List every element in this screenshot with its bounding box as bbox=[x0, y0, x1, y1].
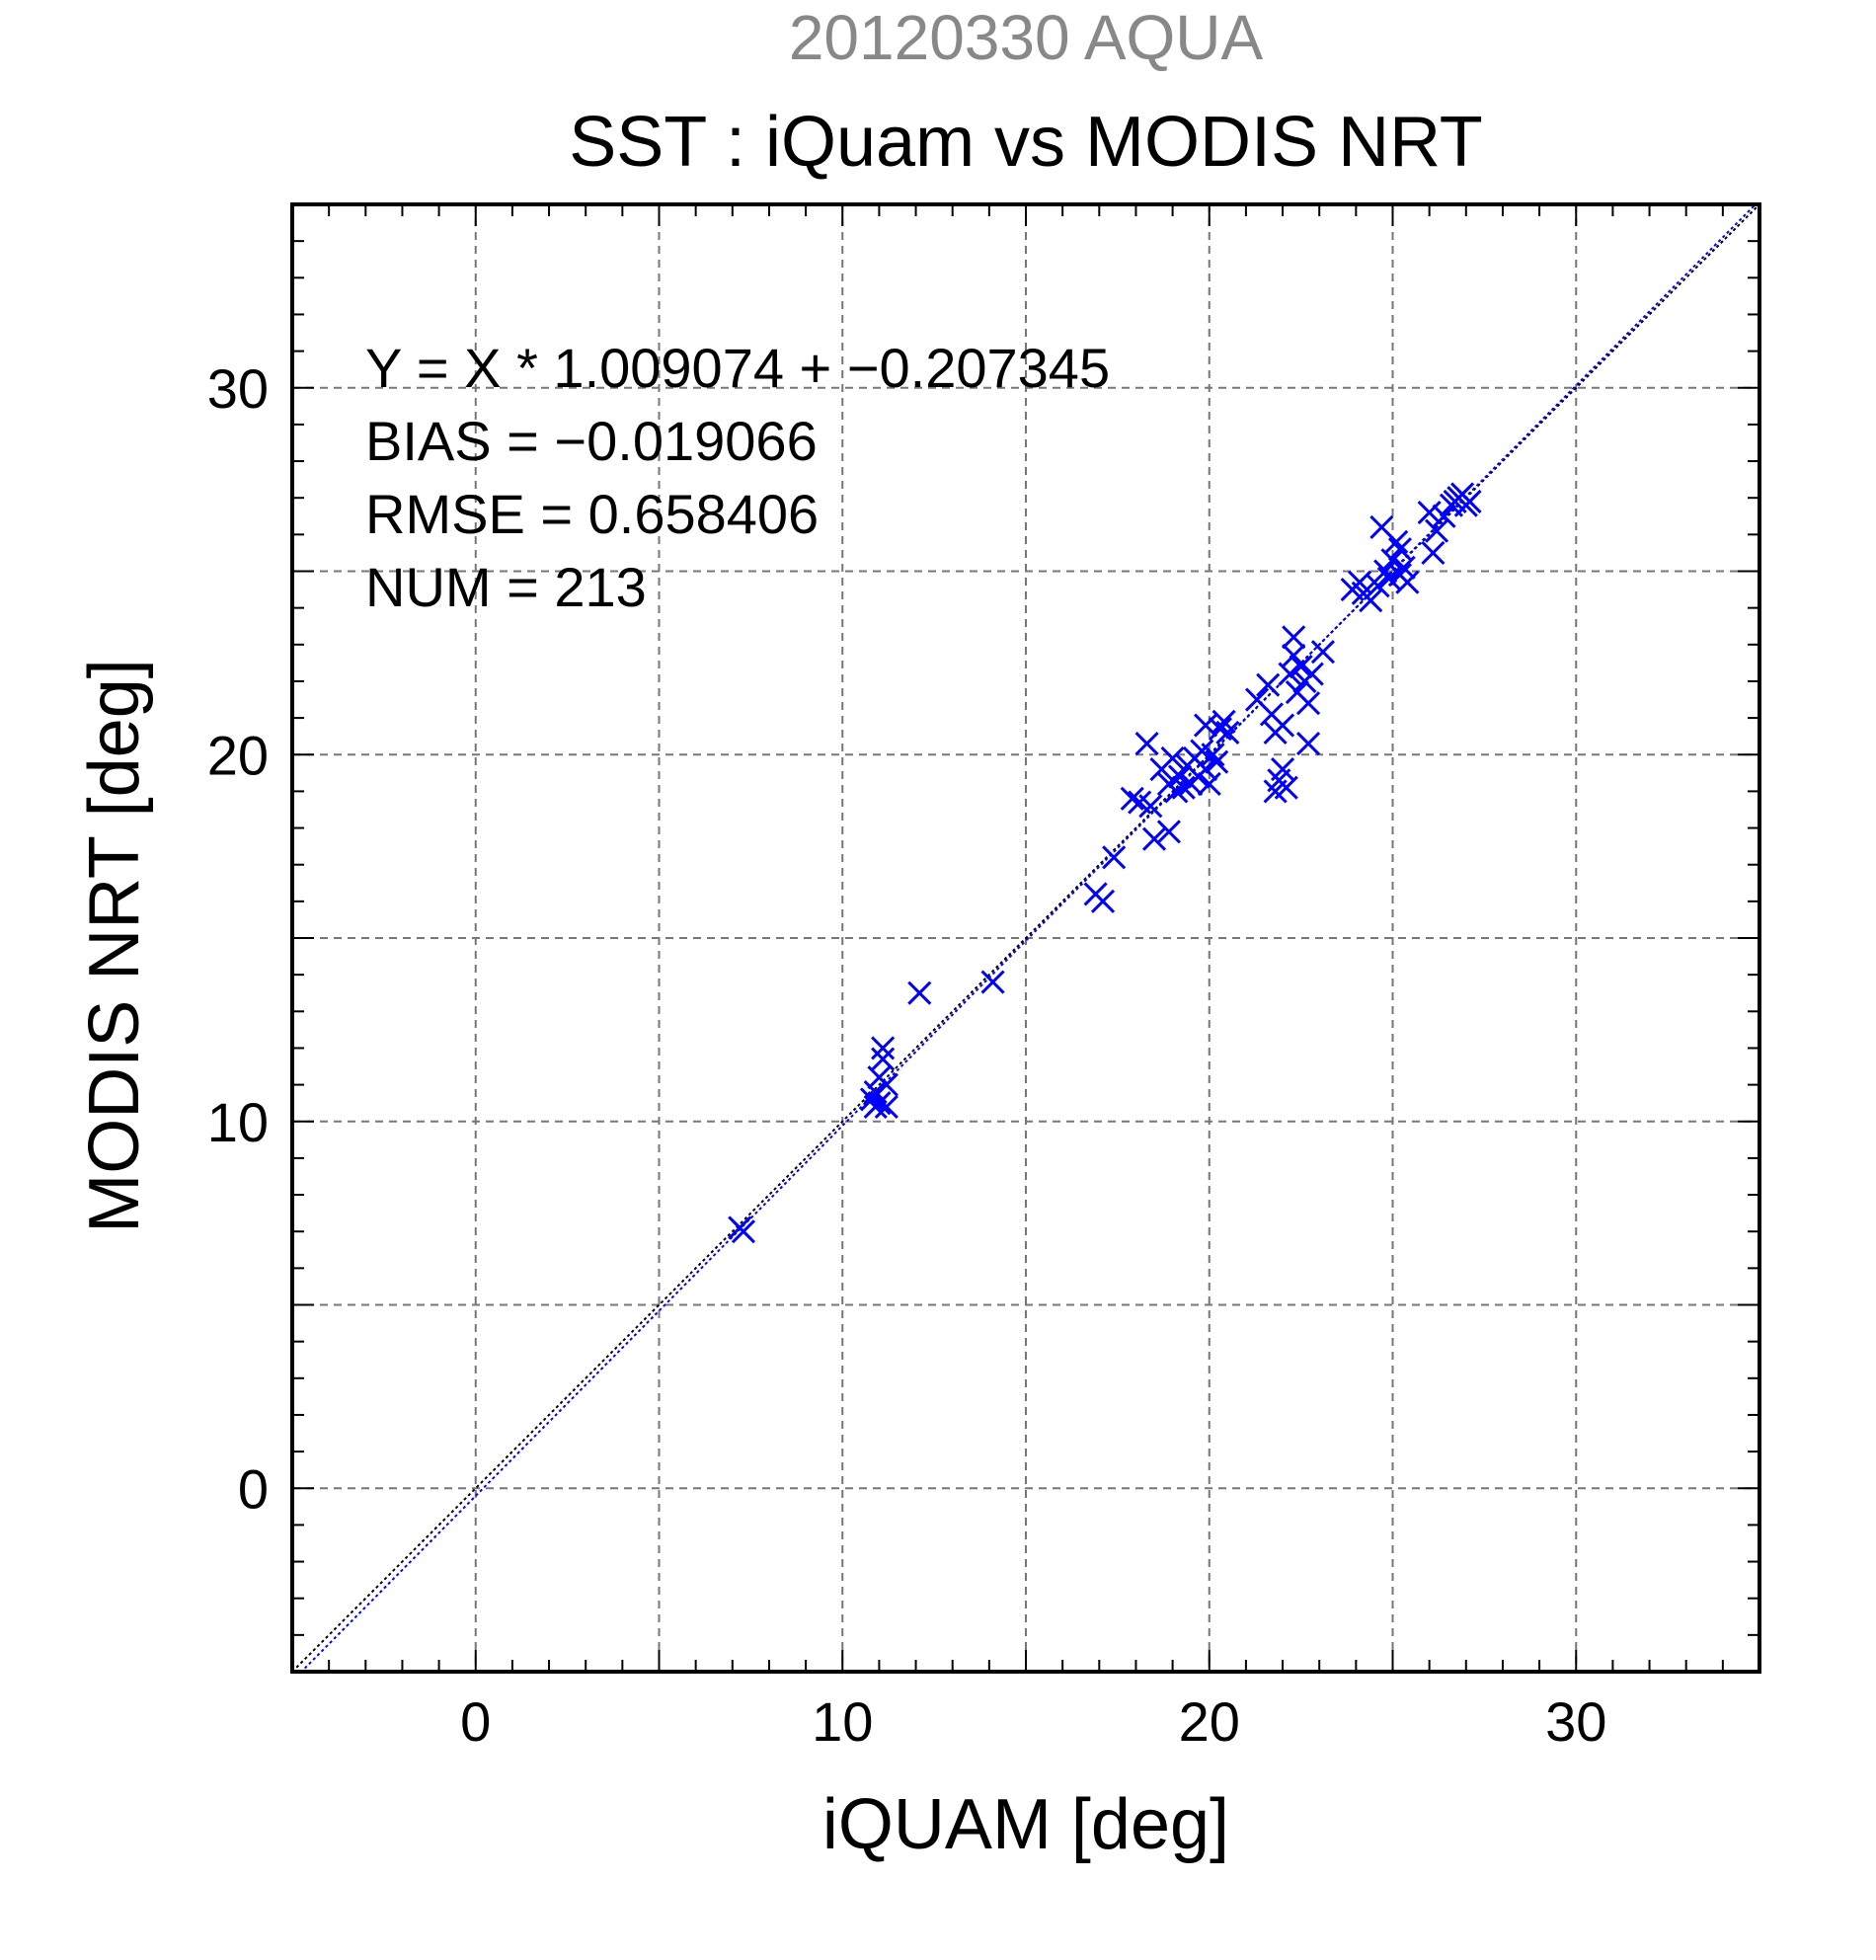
one-to-one-line bbox=[292, 204, 1759, 1672]
x-tick-labels: 0 10 20 30 bbox=[460, 1690, 1606, 1753]
x-tick-label: 10 bbox=[812, 1690, 873, 1753]
x-axis-label: iQUAM [deg] bbox=[822, 1785, 1229, 1864]
data-point bbox=[1138, 794, 1163, 819]
x-tick-label: 30 bbox=[1545, 1690, 1606, 1753]
data-point bbox=[980, 970, 1005, 994]
y-axis-label: MODIS NRT [deg] bbox=[75, 659, 154, 1233]
data-point bbox=[1160, 745, 1185, 771]
data-point bbox=[1395, 570, 1420, 594]
data-point bbox=[1270, 713, 1295, 738]
data-point bbox=[1171, 775, 1196, 800]
data-point bbox=[1289, 655, 1313, 679]
data-point bbox=[907, 980, 932, 1005]
x-tick-label: 0 bbox=[460, 1690, 491, 1753]
data-point bbox=[1156, 820, 1181, 844]
fit-equation: Y = X * 1.009074 + −0.207345 bbox=[365, 337, 1110, 399]
data-point bbox=[1134, 732, 1159, 756]
chart-title: SST : iQuam vs MODIS NRT bbox=[569, 103, 1483, 182]
data-point bbox=[1384, 529, 1409, 554]
data-point bbox=[1417, 500, 1442, 525]
plot-frame bbox=[290, 202, 1761, 1674]
data-point bbox=[1282, 643, 1306, 668]
reference-lines bbox=[292, 204, 1759, 1672]
data-point bbox=[1282, 625, 1306, 650]
data-point bbox=[1391, 555, 1416, 580]
data-point bbox=[1193, 713, 1218, 738]
data-point bbox=[1201, 743, 1225, 767]
data-points bbox=[728, 482, 1482, 1244]
data-point bbox=[1274, 775, 1298, 800]
data-point bbox=[1310, 640, 1335, 665]
data-point bbox=[1421, 540, 1446, 565]
y-tick-label: 30 bbox=[207, 357, 269, 420]
data-point bbox=[1090, 889, 1116, 913]
data-point bbox=[1120, 786, 1144, 811]
data-point bbox=[1197, 771, 1221, 797]
data-point bbox=[1141, 826, 1167, 851]
data-point bbox=[1215, 720, 1240, 745]
data-point bbox=[871, 1047, 896, 1071]
data-point bbox=[731, 1219, 756, 1244]
y-tick-label: 20 bbox=[207, 724, 269, 786]
data-point bbox=[1366, 574, 1390, 598]
statistics-annotations: Y = X * 1.009074 + −0.207345 BIAS = −0.0… bbox=[365, 337, 1110, 618]
data-point bbox=[1373, 559, 1398, 584]
y-tick-label: 10 bbox=[207, 1091, 269, 1153]
data-point bbox=[1425, 518, 1449, 543]
data-point bbox=[874, 1072, 899, 1097]
data-point bbox=[1387, 537, 1412, 562]
num-value: NUM = 213 bbox=[365, 556, 647, 618]
data-point bbox=[1208, 717, 1232, 742]
data-point bbox=[1380, 548, 1405, 573]
data-point bbox=[1270, 757, 1295, 782]
y-tick-label: 0 bbox=[238, 1457, 269, 1520]
data-point bbox=[1205, 749, 1229, 774]
chart-supertitle: 20120330 AQUA bbox=[789, 2, 1264, 73]
data-point bbox=[1164, 779, 1189, 804]
bias-value: BIAS = −0.019066 bbox=[365, 410, 818, 472]
data-point bbox=[863, 1094, 888, 1119]
data-point bbox=[874, 1094, 899, 1119]
data-point bbox=[1432, 504, 1456, 528]
data-point bbox=[1102, 845, 1127, 870]
data-point bbox=[1299, 662, 1324, 686]
x-tick-label: 20 bbox=[1179, 1690, 1240, 1753]
data-point bbox=[1278, 662, 1302, 686]
data-point bbox=[1295, 691, 1321, 716]
y-tick-labels: 0 10 20 30 bbox=[207, 357, 269, 1521]
regression-fit-line bbox=[299, 204, 1758, 1672]
data-point bbox=[1256, 672, 1281, 697]
rmse-value: RMSE = 0.658406 bbox=[365, 483, 819, 545]
data-point bbox=[871, 1036, 896, 1060]
data-point bbox=[1193, 757, 1218, 782]
data-point bbox=[1457, 489, 1482, 513]
data-point bbox=[1295, 732, 1321, 756]
data-point bbox=[1359, 588, 1383, 613]
